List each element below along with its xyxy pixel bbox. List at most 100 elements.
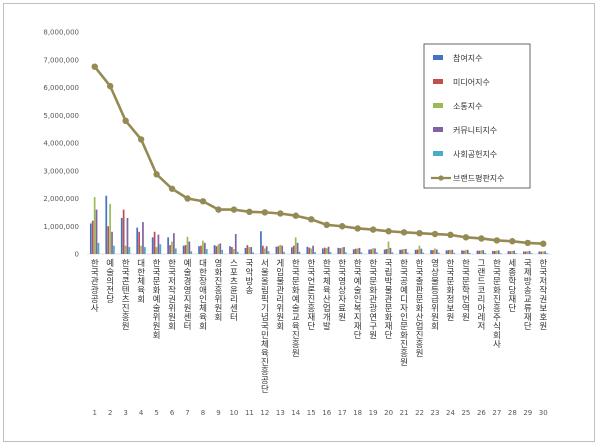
bar <box>159 244 162 254</box>
bar <box>546 253 548 254</box>
bar <box>432 250 434 254</box>
brand-index-point <box>122 117 129 125</box>
bar <box>306 246 309 254</box>
y-tick-label: 8,000,000 <box>43 29 79 37</box>
bar <box>354 248 357 254</box>
brand-index-point <box>416 229 423 237</box>
rank-label: 9 <box>216 409 220 417</box>
bar <box>468 252 471 254</box>
rank-label: 17 <box>338 409 347 417</box>
bar <box>252 252 254 254</box>
bar <box>91 220 94 254</box>
legend-item: 참여지수 <box>433 53 482 63</box>
bar <box>188 241 191 254</box>
bar <box>203 242 206 254</box>
bar <box>234 234 237 254</box>
y-axis: 0 1,000,000 2,000,000 3,000,000 4,000,000 5,0… <box>43 29 551 259</box>
bar <box>523 251 525 254</box>
bar <box>480 250 483 254</box>
bar <box>453 252 456 254</box>
bar <box>151 237 154 254</box>
bar <box>360 252 363 254</box>
bar <box>219 243 222 254</box>
y-tick-label: 1,000,000 <box>43 223 79 231</box>
bar <box>376 252 378 254</box>
bar <box>401 249 403 254</box>
bar <box>530 253 533 254</box>
bar <box>406 252 409 254</box>
bar <box>327 246 330 254</box>
bar <box>528 250 531 254</box>
bar <box>128 247 131 254</box>
brand-index-point <box>339 223 346 230</box>
bar <box>140 245 142 254</box>
bar <box>260 231 262 254</box>
bar <box>171 241 173 254</box>
bar <box>493 250 496 254</box>
bar <box>314 252 316 254</box>
bar <box>126 217 129 254</box>
brand-index-point <box>323 221 330 229</box>
rank-label: 8 <box>201 409 205 417</box>
bar <box>182 245 185 254</box>
bar <box>461 250 463 254</box>
bar <box>173 233 175 254</box>
legend-label: 미디어지수 <box>453 77 490 87</box>
bar <box>124 245 127 254</box>
bar <box>329 252 332 254</box>
bar <box>122 209 125 254</box>
bar <box>416 249 419 254</box>
bar <box>374 248 376 254</box>
bar <box>113 245 115 254</box>
rank-label: 6 <box>170 409 175 417</box>
bar <box>345 252 347 254</box>
bar <box>167 237 169 254</box>
rank-label: 3 <box>123 409 127 417</box>
rank-label: 23 <box>431 409 440 417</box>
legend-swatch <box>433 151 443 156</box>
bar <box>509 251 512 254</box>
bar <box>190 251 193 254</box>
rank-label: 22 <box>415 409 424 417</box>
bar <box>279 244 282 254</box>
bar <box>447 250 450 254</box>
brand-index-point <box>524 239 531 247</box>
bar <box>383 249 386 254</box>
bar <box>267 251 270 254</box>
bar <box>138 231 140 254</box>
bar <box>186 236 189 254</box>
legend-swatch <box>433 127 443 132</box>
bar <box>244 247 247 254</box>
bar <box>310 248 313 254</box>
bar <box>312 245 314 254</box>
bar <box>321 248 324 254</box>
y-tick-label: 5,000,000 <box>43 112 79 120</box>
bar <box>217 244 220 254</box>
brand-index-point <box>385 228 392 235</box>
rank-label: 29 <box>523 409 532 417</box>
legend-marker <box>438 175 444 181</box>
bar <box>107 226 110 254</box>
bar <box>95 209 98 254</box>
rank-label: 25 <box>461 409 470 417</box>
bar <box>205 249 208 254</box>
y-tick-label: 0 <box>75 251 79 259</box>
bar <box>97 242 100 254</box>
bar <box>283 251 285 254</box>
bar <box>296 242 299 254</box>
bar <box>339 248 342 254</box>
bar <box>105 195 108 254</box>
brand-index-point <box>184 195 191 202</box>
bar <box>231 247 233 254</box>
rank-label: 20 <box>384 409 393 417</box>
